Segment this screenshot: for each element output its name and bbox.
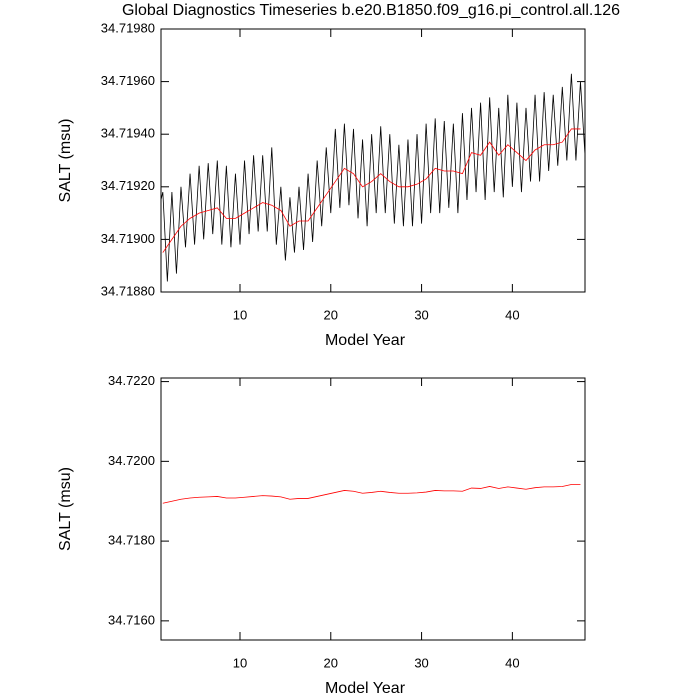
y-tick-label: 34.7220 (108, 373, 155, 388)
y-tick-label: 34.71880 (101, 283, 155, 298)
y-tick-label: 34.7160 (108, 612, 155, 627)
series-line (162, 128, 581, 253)
x-tick-label: 40 (505, 307, 519, 322)
y-tick-label: 34.7200 (108, 453, 155, 468)
x-tick-label: 30 (414, 655, 428, 670)
x-tick-label: 20 (324, 655, 338, 670)
chart-title: Global Diagnostics Timeseries b.e20.B185… (122, 2, 620, 19)
y-tick-label: 34.7180 (108, 533, 155, 548)
y-tick-label: 34.71920 (101, 178, 155, 193)
x-tick-label: 40 (505, 655, 519, 670)
plot-frame (160, 377, 586, 641)
y-tick-label: 34.71960 (101, 73, 155, 88)
y-axis-title: SALT (msu) (57, 467, 74, 551)
y-axis-title: SALT (msu) (57, 119, 74, 203)
y-tick-label: 34.71900 (101, 231, 155, 246)
y-tick-label: 34.71980 (101, 20, 155, 35)
x-tick-label: 10 (233, 655, 247, 670)
series-line (162, 484, 581, 504)
x-tick-label: 20 (324, 307, 338, 322)
x-axis-title: Model Year (325, 332, 406, 349)
x-tick-label: 10 (233, 307, 247, 322)
x-tick-label: 30 (414, 307, 428, 322)
series-line (160, 73, 586, 282)
x-axis-title: Model Year (325, 680, 406, 697)
y-tick-label: 34.71940 (101, 126, 155, 141)
plot-frame (160, 28, 586, 293)
